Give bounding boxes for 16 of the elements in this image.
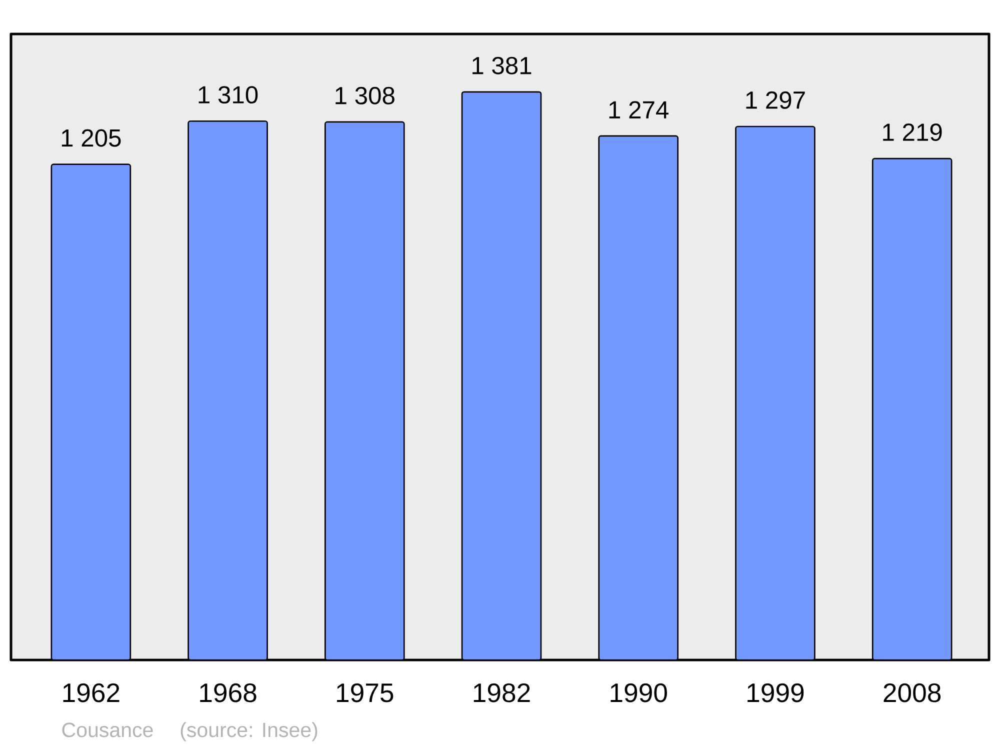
- x-tick-label: 1999: [748, 683, 804, 702]
- x-tick-label: 1962: [63, 683, 120, 702]
- data-label: 1 310: [198, 86, 258, 104]
- data-label: 1 381: [472, 56, 532, 74]
- x-tick-label: 2008: [884, 683, 941, 702]
- x-tick-label: 1982: [474, 683, 530, 702]
- data-label: 1 308: [336, 86, 394, 104]
- data-label: 1 274: [609, 101, 668, 118]
- x-tick-label: 1990: [610, 683, 667, 702]
- data-label: 1 297: [746, 91, 805, 109]
- data-label: 1 205: [62, 129, 121, 147]
- data-label: 1 219: [883, 124, 942, 141]
- text: (source: Insee): [180, 722, 318, 742]
- x-tick-label: 1968: [200, 683, 256, 702]
- text: Cousance: [62, 722, 153, 738]
- x-tick-label: 1975: [337, 683, 394, 702]
